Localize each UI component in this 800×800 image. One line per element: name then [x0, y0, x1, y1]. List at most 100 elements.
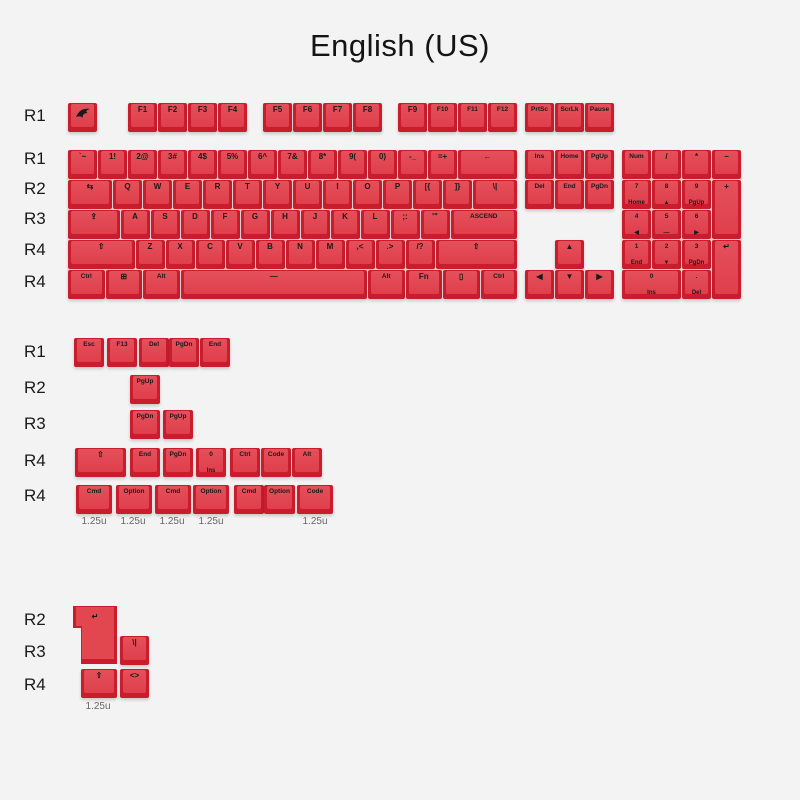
key-face [558, 104, 581, 127]
keycap: ▼ [555, 270, 584, 299]
key-face [528, 271, 551, 294]
key-face [431, 151, 454, 174]
key-face [153, 211, 177, 234]
keycap: F4 [218, 103, 247, 132]
key-legend: F9 [407, 105, 418, 114]
key-legend: ScrLk [560, 106, 579, 113]
keycap: D [180, 210, 210, 239]
keycap: ▶ [585, 270, 614, 299]
key-face [288, 241, 312, 264]
key-face [119, 486, 149, 509]
size-label: 1.25u [120, 516, 146, 527]
keycap: ASCEND [450, 210, 517, 239]
key-face [266, 181, 289, 204]
size-label: 1.25u [198, 516, 224, 527]
key-legend: F12 [496, 106, 509, 113]
key-face [558, 271, 581, 294]
key-face [431, 104, 454, 127]
key-legend: PgUp [136, 378, 154, 385]
key-legend: Q [124, 182, 131, 191]
key-face [303, 211, 327, 234]
key-legend: ,< [356, 242, 364, 251]
keycap: Alt [292, 448, 322, 477]
key-face [655, 241, 678, 264]
key-face [453, 211, 514, 234]
row-label: R3 [24, 209, 46, 228]
row-label: R4 [24, 451, 46, 470]
key-face [401, 151, 424, 174]
keycap: 2 ▼ [652, 240, 681, 269]
keycap: Ctrl [230, 448, 260, 477]
key-legend: PgDn [175, 341, 193, 348]
key-face [71, 241, 132, 264]
key-face [588, 104, 611, 127]
key-face [161, 151, 184, 174]
key-face [318, 241, 342, 264]
key-legend: Option [123, 488, 145, 495]
key-legend: W [153, 182, 162, 191]
keycap: ⇧ [75, 448, 126, 477]
key-face [251, 151, 274, 174]
key-legend: 9 [694, 183, 699, 190]
key-legend: ◀ [536, 272, 543, 281]
keycap: O [353, 180, 382, 209]
key-sublegend: ▶ [694, 230, 699, 236]
key-sublegend: ▼ [663, 260, 670, 266]
keycap: Alt [368, 270, 405, 299]
key-legend: / [665, 152, 668, 161]
keycap: * [682, 150, 711, 179]
key-legend: 1 [634, 243, 639, 250]
key-legend: Z [147, 242, 153, 251]
key-legend: ]} [454, 182, 461, 191]
key-legend: 7 [634, 183, 639, 190]
keycap: ⇧ [435, 240, 517, 269]
key-legend: 4 [634, 213, 639, 220]
keycap: Code [261, 448, 291, 477]
key-sublegend: End [630, 260, 643, 266]
keycap: 1 End [622, 240, 651, 269]
keycap: G [240, 210, 270, 239]
keycap: Fn [405, 270, 442, 299]
key-face [625, 151, 648, 174]
keycap: ,< [345, 240, 375, 269]
keycap: Alt [143, 270, 180, 299]
key-face [168, 241, 192, 264]
key-legend: 5% [226, 152, 239, 161]
key-face [133, 449, 157, 472]
keycap: ScrLk [555, 103, 584, 132]
key-legend: Ctrl [493, 273, 505, 280]
key-face [625, 241, 648, 264]
keycap: F5 [263, 103, 292, 132]
key-legend: Alt [156, 273, 166, 280]
key-legend: ▶ [596, 272, 603, 281]
key-legend: F [222, 212, 228, 221]
logo-icon [68, 108, 97, 122]
key-face [438, 241, 514, 264]
key-legend: S [162, 212, 168, 221]
key-face [146, 181, 169, 204]
key-face [416, 181, 439, 204]
keycap: [{ [413, 180, 442, 209]
key-face [558, 151, 581, 174]
key-face [172, 339, 196, 362]
keycap: R [203, 180, 232, 209]
key-legend: PgDn [169, 451, 187, 458]
keycap: 7& [278, 150, 307, 179]
keycap: Del [139, 338, 169, 367]
key-legend: Num [629, 153, 644, 160]
keycap: F3 [188, 103, 217, 132]
keycap: ⇆ [68, 180, 112, 209]
key-legend: /? [416, 242, 424, 251]
key-face [311, 151, 334, 174]
key-legend: 1! [108, 152, 117, 161]
keycap: 8* [308, 150, 337, 179]
key-face [142, 339, 166, 362]
key-legend: ⇧ [97, 242, 105, 251]
key-legend: ▼ [565, 272, 574, 281]
keycap: C [195, 240, 225, 269]
key-legend: T [245, 182, 250, 191]
key-face [393, 211, 417, 234]
key-face [183, 211, 207, 234]
key-face [221, 151, 244, 174]
key-face [101, 151, 124, 174]
